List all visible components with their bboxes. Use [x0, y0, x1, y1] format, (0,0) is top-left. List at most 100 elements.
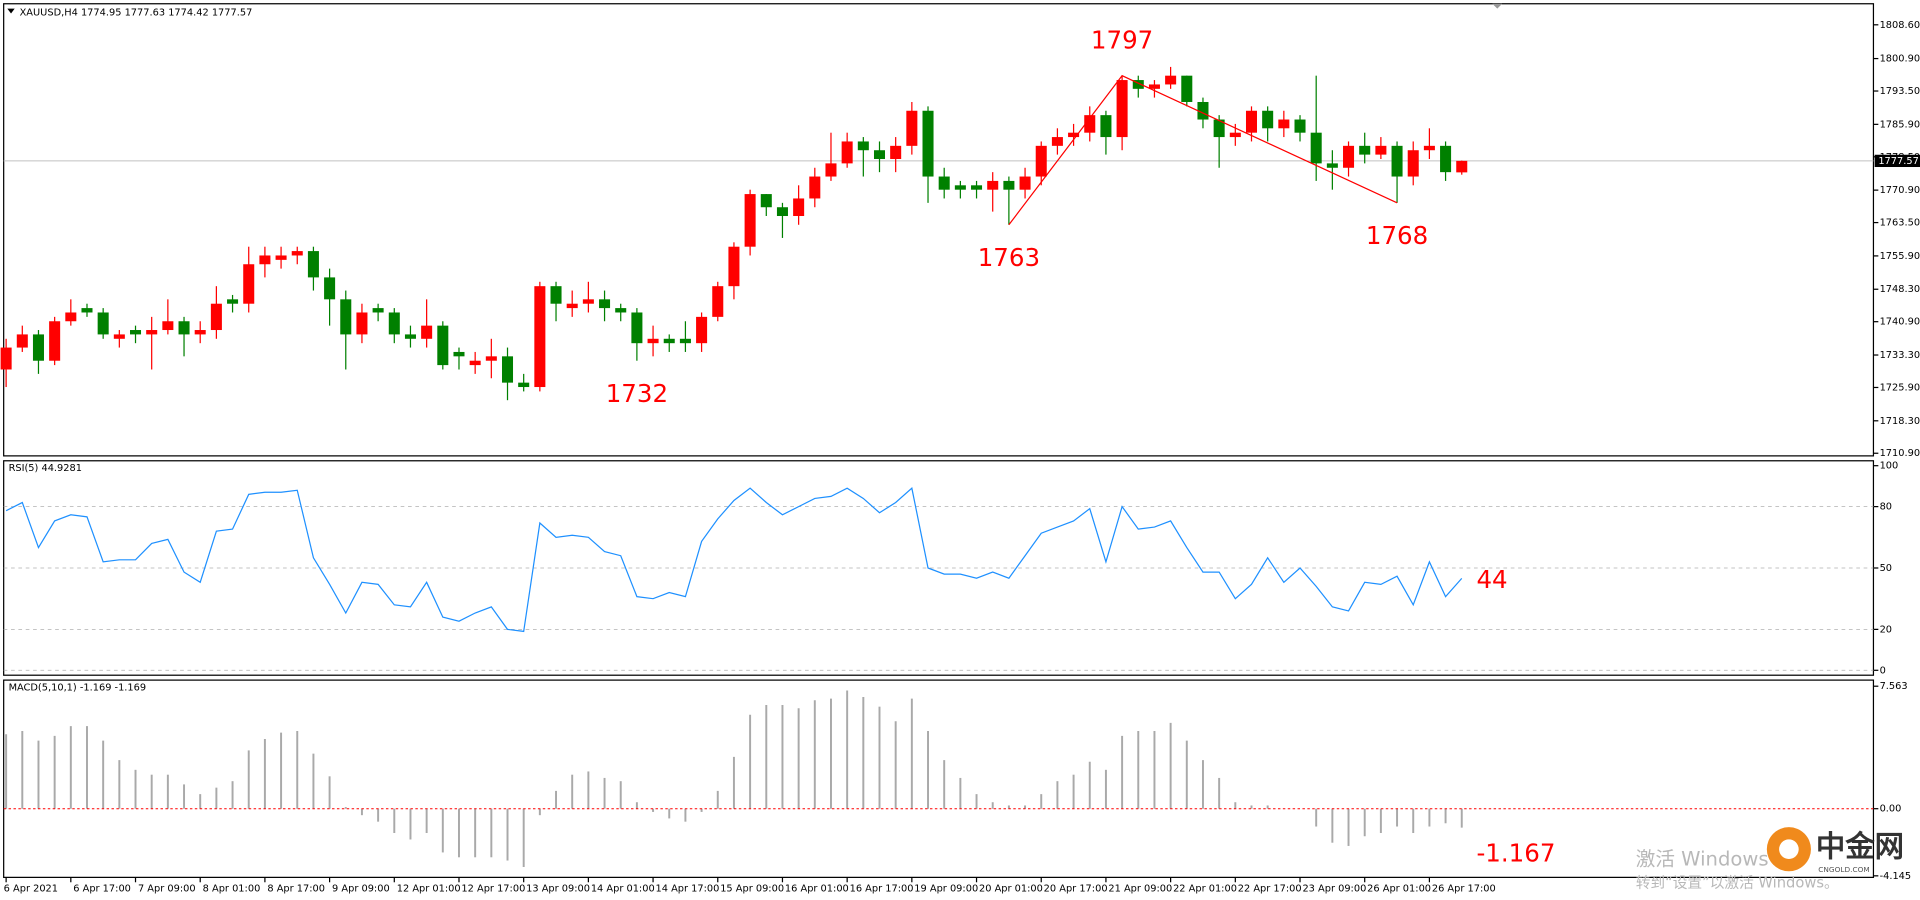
y-tick-label: 1793.50 [1880, 86, 1920, 97]
x-tick-label: 13 Apr 09:00 [526, 883, 590, 894]
candle-body [1407, 150, 1419, 177]
candle-body [566, 303, 578, 309]
x-tick-label: 16 Apr 01:00 [785, 883, 849, 894]
candle-body [81, 308, 93, 313]
candle-body [841, 141, 853, 164]
candle-body [453, 351, 465, 357]
candle-body [631, 312, 643, 344]
y-tick-label: 80 [1880, 502, 1892, 513]
candle-body [421, 325, 433, 339]
y-tick-label: 50 [1880, 563, 1892, 574]
candle-body [1148, 84, 1160, 89]
x-tick-label: 23 Apr 09:00 [1302, 883, 1366, 894]
annotation: 1797 [1091, 25, 1153, 54]
menu-arrow[interactable] [7, 8, 15, 14]
candle-body [922, 110, 934, 177]
candle-body [113, 334, 125, 339]
candle-body [307, 251, 319, 278]
x-tick-label: 7 Apr 09:00 [138, 883, 196, 894]
x-tick-label: 21 Apr 09:00 [1108, 883, 1172, 894]
candle-body [227, 299, 239, 304]
candle-body [1343, 145, 1355, 168]
chart-title: XAUUSD,H4 1774.95 1777.63 1774.42 1777.5… [20, 7, 253, 18]
candle-body [1375, 145, 1387, 155]
x-tick-label: 6 Apr 17:00 [73, 883, 131, 894]
y-tick-label: 1763.50 [1880, 218, 1920, 229]
candle-body [210, 303, 222, 331]
annotation: -1.167 [1476, 839, 1555, 868]
candle-body [1440, 145, 1452, 173]
candle-body [194, 330, 206, 335]
x-tick-label: 8 Apr 17:00 [267, 883, 325, 894]
candle-body [582, 299, 594, 304]
candle-body [1019, 176, 1031, 190]
candle-body [130, 330, 142, 335]
y-tick-label: 0 [1880, 665, 1886, 676]
candle-body [1116, 80, 1128, 138]
candle-body [1100, 115, 1112, 138]
candle-body [32, 334, 44, 361]
candle-body [49, 321, 61, 361]
candle-body [1245, 110, 1258, 133]
candle-body [615, 308, 627, 313]
candle-body [906, 110, 918, 146]
macd-panel [3, 679, 1875, 878]
candle-body [162, 321, 174, 331]
candle-body [776, 207, 788, 217]
y-tick-label: 1725.90 [1880, 382, 1920, 393]
candle-body [388, 312, 400, 335]
candle-body [16, 334, 28, 348]
candle-body [437, 325, 449, 366]
candle-body [1359, 145, 1371, 155]
candle-body [178, 321, 190, 335]
shift-marker [1492, 3, 1503, 9]
candle-body [712, 286, 724, 317]
candle-body [97, 312, 109, 335]
candle-body [954, 185, 966, 190]
candle-body [1181, 75, 1193, 102]
candle-body [728, 246, 740, 287]
candle-body [372, 308, 384, 313]
candle-body [679, 338, 691, 344]
macd-title: MACD(5,10,1) -1.169 -1.169 [9, 682, 147, 693]
candle-body [65, 312, 77, 322]
candle-body [1310, 132, 1322, 164]
price-panel [3, 3, 1875, 457]
candle-body [534, 286, 546, 388]
x-tick-label: 26 Apr 01:00 [1367, 883, 1431, 894]
candle-body [1051, 137, 1063, 146]
candle-body [0, 347, 12, 370]
candle-body [599, 299, 611, 309]
candle-body [971, 185, 983, 190]
logo: 中金网 [1816, 829, 1904, 863]
x-tick-label: 14 Apr 01:00 [591, 883, 655, 894]
candle-body [1229, 132, 1241, 138]
watermark: 激活 Windows [1636, 848, 1769, 871]
candle-body [259, 255, 271, 265]
x-tick-label: 9 Apr 09:00 [332, 883, 390, 894]
candle-body [663, 338, 675, 344]
candle-body [518, 382, 530, 388]
current-price-box [1874, 154, 1920, 168]
annotation: 44 [1476, 565, 1507, 594]
candle-body [1213, 119, 1225, 138]
candle-body [1084, 115, 1096, 133]
y-tick-label: 1710.90 [1880, 448, 1920, 459]
x-tick-label: 16 Apr 17:00 [850, 883, 914, 894]
x-tick-label: 20 Apr 01:00 [979, 883, 1043, 894]
y-tick-label: 1740.90 [1880, 317, 1920, 328]
candle-body [1294, 119, 1306, 133]
candle-body [647, 338, 659, 344]
current-price-label: 1777.57 [1878, 156, 1919, 167]
candle-body [291, 251, 303, 256]
candle-body [1068, 132, 1080, 138]
y-tick-label: 1770.90 [1880, 185, 1920, 196]
rsi-line [5, 487, 1463, 633]
candle-body [760, 194, 772, 208]
x-tick-label: 15 Apr 09:00 [720, 883, 784, 894]
x-tick-label: 22 Apr 01:00 [1173, 883, 1237, 894]
x-tick-label: 6 Apr 2021 [4, 883, 58, 894]
y-tick-label: 1748.30 [1880, 284, 1920, 295]
